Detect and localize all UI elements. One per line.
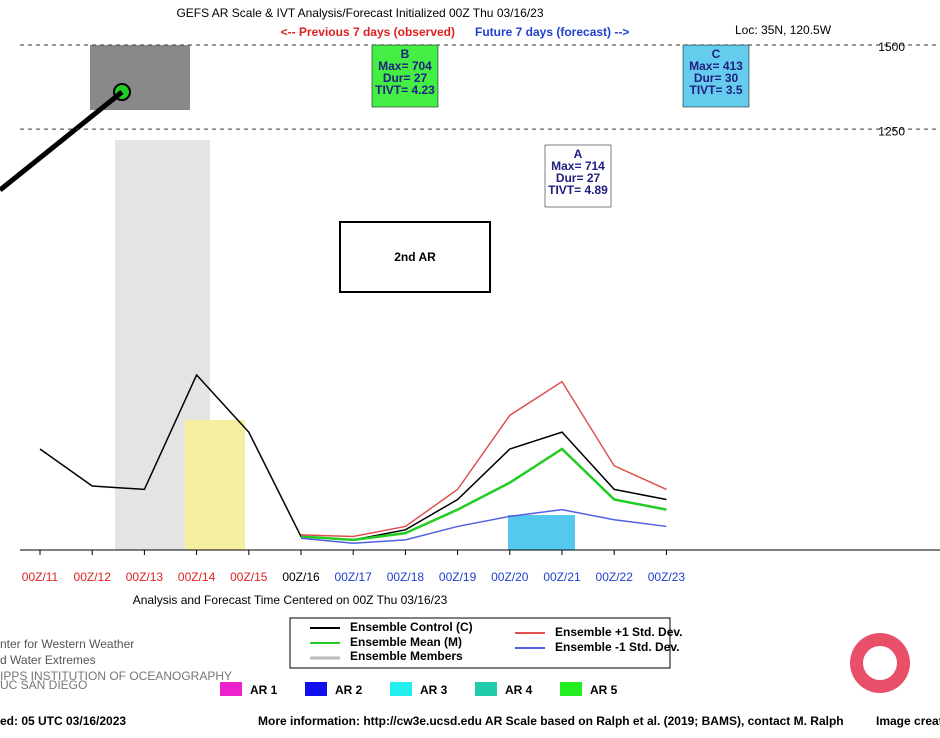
pointer <box>0 90 124 192</box>
observed-note: <-- Previous 7 days (observed) <box>281 25 455 39</box>
x-tick-label: 00Z/20 <box>491 570 529 584</box>
ar-swatch <box>390 682 412 696</box>
logo-text: UC SAN DIEGO <box>0 678 87 692</box>
ar-swatch <box>475 682 497 696</box>
legend-label: Ensemble Mean (M) <box>350 635 462 649</box>
logo-text: IPPS INSTITUTION OF OCEANOGRAPHY <box>0 669 232 683</box>
x-tick-label: 00Z/18 <box>387 570 425 584</box>
ar-box-text: TIVT= 4.23 <box>375 83 435 97</box>
x-tick-label: 00Z/23 <box>648 570 686 584</box>
annotation: 2nd AR <box>394 250 436 264</box>
ar-box-text: C <box>712 47 721 61</box>
x-tick-label: 00Z/16 <box>282 570 320 584</box>
map-inset <box>90 45 190 110</box>
forecast-note: Future 7 days (forecast) --> <box>475 25 629 39</box>
ar-swatch <box>560 682 582 696</box>
legend <box>289 617 671 669</box>
x-tick-label: 00Z/12 <box>74 570 112 584</box>
x-axis-label: Analysis and Forecast Time Centered on 0… <box>133 593 448 607</box>
y-tick-label: 1500 <box>878 40 905 54</box>
footer-text: ed: 05 UTC 03/16/2023 <box>0 714 126 728</box>
annotation-box <box>339 221 491 293</box>
legend-label: Ensemble -1 Std. Dev. <box>555 640 679 654</box>
ar-legend-label: AR 5 <box>590 683 618 697</box>
series-line <box>300 380 667 538</box>
ar-legend-label: AR 2 <box>335 683 363 697</box>
legend-label: Ensemble Members <box>350 649 463 663</box>
ar-box-text: TIVT= 3.5 <box>689 83 742 97</box>
x-tick-label: 00Z/14 <box>178 570 216 584</box>
x-tick-label: 00Z/17 <box>335 570 373 584</box>
x-tick-label: 00Z/13 <box>126 570 164 584</box>
background-band <box>185 420 245 550</box>
logo-text: d Water Extremes <box>0 653 96 667</box>
logo <box>863 646 897 680</box>
background-band <box>508 515 575 550</box>
logo-text: nter for Western Weather <box>0 637 134 651</box>
ar-box-text: A <box>574 147 583 161</box>
x-tick-label: 00Z/15 <box>230 570 268 584</box>
legend-label: Ensemble Control (C) <box>350 620 473 634</box>
ar-legend-label: AR 3 <box>420 683 448 697</box>
chart-title: GEFS AR Scale & IVT Analysis/Forecast In… <box>176 6 543 20</box>
ar-box-text: TIVT= 4.89 <box>548 183 608 197</box>
series-line <box>300 508 667 545</box>
ar-box <box>682 44 750 108</box>
ar-box-text: Max= 704 <box>378 59 432 73</box>
footer-text: More information: http://cw3e.ucsd.edu A… <box>258 714 844 728</box>
ar-swatch <box>305 682 327 696</box>
ar-box <box>544 144 612 208</box>
ar-legend-label: AR 1 <box>250 683 278 697</box>
ar-box-text: Max= 413 <box>689 59 743 73</box>
series-line <box>300 447 667 542</box>
x-tick-label: 00Z/21 <box>543 570 581 584</box>
ar-box-text: B <box>401 47 410 61</box>
x-tick-label: 00Z/22 <box>596 570 634 584</box>
ar-legend-label: AR 4 <box>505 683 533 697</box>
ar-box-text: Dur= 30 <box>694 71 739 85</box>
legend-label: Ensemble +1 Std. Dev. <box>555 625 683 639</box>
location: Loc: 35N, 120.5W <box>735 23 832 37</box>
x-tick-label: 00Z/11 <box>22 570 59 584</box>
ar-swatch <box>220 682 242 696</box>
ar-box <box>371 44 439 108</box>
y-tick-label: 1250 <box>878 124 905 138</box>
x-tick-label: 00Z/19 <box>439 570 477 584</box>
footer-text: Image creat <box>876 714 940 728</box>
ar-box-text: Dur= 27 <box>556 171 601 185</box>
ar-box-text: Max= 714 <box>551 159 605 173</box>
ar-box-text: Dur= 27 <box>383 71 428 85</box>
